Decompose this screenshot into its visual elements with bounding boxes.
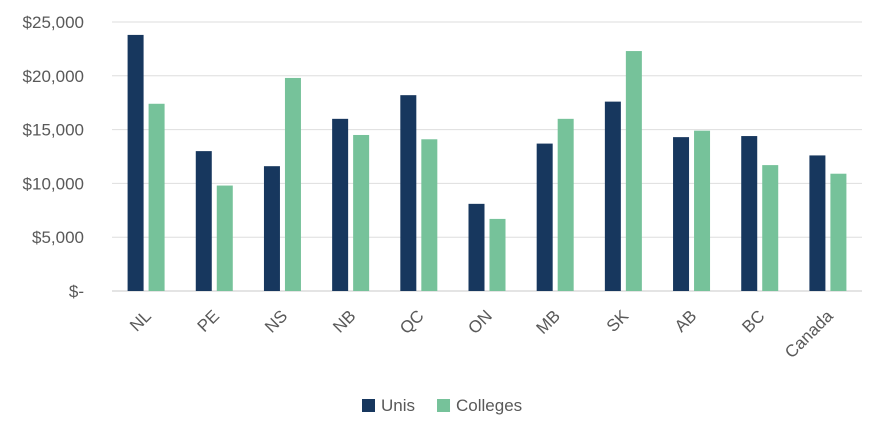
legend-label: Colleges xyxy=(456,396,522,415)
bar-colleges-qc[interactable] xyxy=(421,139,438,291)
y-tick-label: $5,000 xyxy=(32,228,84,247)
bar-group-ab xyxy=(673,130,711,291)
legend-item-unis[interactable]: Unis xyxy=(362,396,415,415)
x-tick-label: NL xyxy=(126,306,155,335)
bar-group-on xyxy=(468,203,506,291)
x-tick-label: SK xyxy=(603,306,633,336)
bar-group-ns xyxy=(263,77,301,292)
x-tick-label: BC xyxy=(738,306,768,336)
bar-unis-ab[interactable] xyxy=(673,137,690,291)
x-axis: NL PE NS NB QC ON MB SK AB BC Canada xyxy=(126,306,837,362)
bar-colleges-mb[interactable] xyxy=(557,118,574,291)
bar-colleges-sk[interactable] xyxy=(625,51,642,291)
bar-colleges-on[interactable] xyxy=(489,218,506,291)
bar-unis-sk[interactable] xyxy=(604,101,621,292)
x-tick-label: NB xyxy=(329,306,359,336)
bar-group-canada xyxy=(809,155,847,291)
legend-label: Unis xyxy=(381,396,415,415)
bar-unis-nl[interactable] xyxy=(127,34,144,292)
bar-colleges-canada[interactable] xyxy=(830,173,847,291)
bar-colleges-pe[interactable] xyxy=(216,185,233,291)
y-tick-label: $25,000 xyxy=(23,13,84,32)
bar-unis-qc[interactable] xyxy=(400,95,417,291)
bar-colleges-ab[interactable] xyxy=(694,130,711,291)
x-tick-label: NS xyxy=(261,306,291,336)
y-axis: $- $5,000 $10,000 $15,000 $20,000 $25,000 xyxy=(23,13,84,301)
x-tick-label: PE xyxy=(194,306,223,335)
y-tick-label: $- xyxy=(69,282,84,301)
bar-group-pe xyxy=(195,151,233,291)
bar-colleges-nb[interactable] xyxy=(353,134,370,291)
bar-group-nb xyxy=(332,118,370,291)
bars xyxy=(127,34,847,292)
bar-unis-mb[interactable] xyxy=(536,143,553,291)
bar-colleges-bc[interactable] xyxy=(762,165,779,291)
bar-unis-ns[interactable] xyxy=(263,166,280,291)
x-tick-label: MB xyxy=(533,306,564,337)
legend-item-colleges[interactable]: Colleges xyxy=(437,396,522,415)
bar-unis-canada[interactable] xyxy=(809,155,826,291)
bar-unis-nb[interactable] xyxy=(332,118,349,291)
bar-unis-pe[interactable] xyxy=(195,151,212,291)
bar-group-sk xyxy=(604,51,642,292)
legend-swatch xyxy=(437,399,451,412)
y-tick-label: $15,000 xyxy=(23,121,84,140)
bar-group-qc xyxy=(400,95,438,291)
y-tick-label: $20,000 xyxy=(23,67,84,86)
legend[interactable]: Unis Colleges xyxy=(362,396,522,415)
bar-unis-bc[interactable] xyxy=(741,136,758,291)
bar-colleges-nl[interactable] xyxy=(148,103,165,291)
x-tick-label: Canada xyxy=(781,306,837,362)
bar-group-bc xyxy=(741,136,779,291)
legend-swatch xyxy=(362,399,375,412)
bar-group-mb xyxy=(536,118,574,291)
x-tick-label: QC xyxy=(396,306,427,337)
x-tick-label: AB xyxy=(671,306,700,335)
x-tick-label: ON xyxy=(464,306,495,337)
bar-unis-on[interactable] xyxy=(468,203,485,291)
bar-group-nl xyxy=(127,34,165,292)
y-tick-label: $10,000 xyxy=(23,174,84,193)
gridlines xyxy=(112,21,862,292)
bar-colleges-ns[interactable] xyxy=(284,77,301,292)
